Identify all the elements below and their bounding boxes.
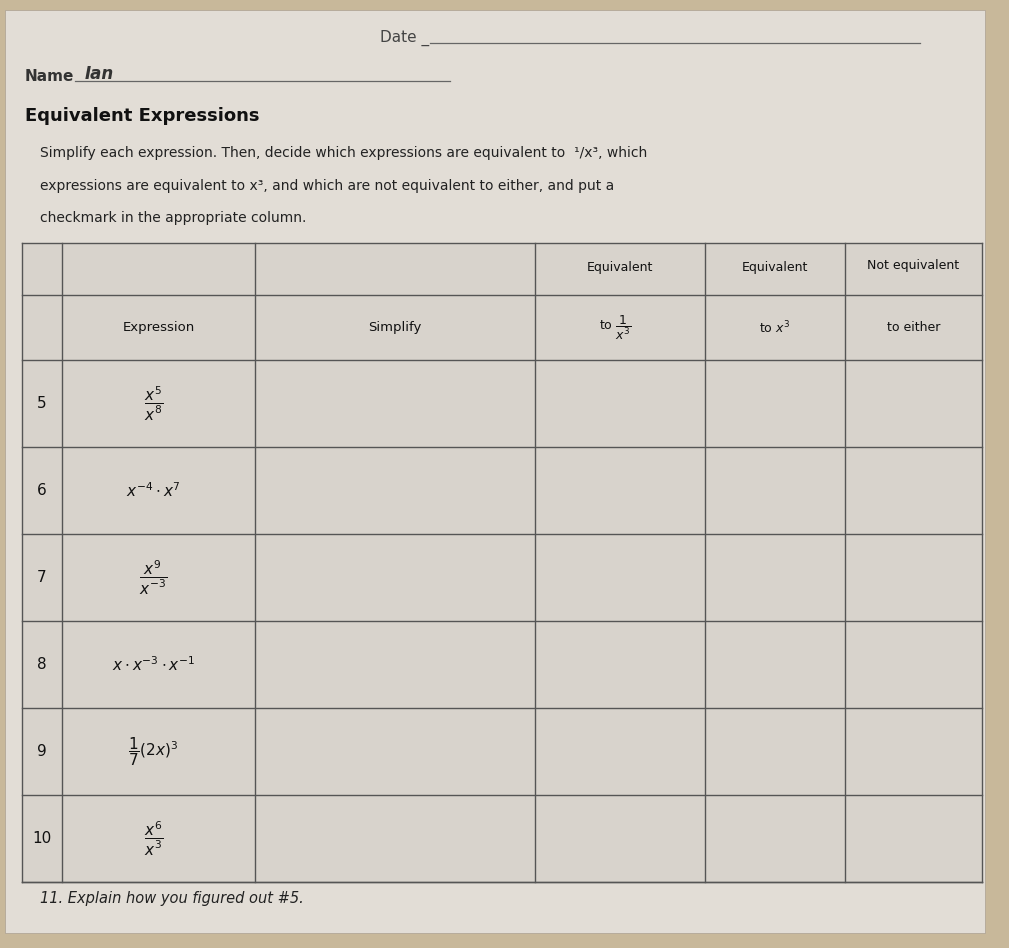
Text: 7: 7 (37, 570, 46, 585)
Text: Equivalent Expressions: Equivalent Expressions (25, 107, 259, 125)
Text: Expression: Expression (122, 321, 195, 334)
Text: Name: Name (25, 68, 75, 83)
Text: Ian: Ian (85, 65, 114, 83)
Text: to $x^3$: to $x^3$ (760, 319, 791, 336)
FancyBboxPatch shape (22, 243, 982, 882)
Text: 8: 8 (37, 657, 46, 672)
Text: checkmark in the appropriate column.: checkmark in the appropriate column. (40, 211, 307, 225)
Text: Simplify: Simplify (368, 321, 422, 334)
Text: Simplify each expression. Then, decide which expressions are equivalent to  ¹/x³: Simplify each expression. Then, decide w… (40, 146, 647, 160)
Text: $\dfrac{x^6}{x^3}$: $\dfrac{x^6}{x^3}$ (144, 819, 163, 858)
Text: to $\dfrac{1}{x^3}$: to $\dfrac{1}{x^3}$ (598, 314, 632, 341)
Text: 5: 5 (37, 396, 46, 411)
Text: $\dfrac{1}{7}(2x)^3$: $\dfrac{1}{7}(2x)^3$ (128, 735, 179, 768)
Text: $x \cdot x^{-3} \cdot x^{-1}$: $x \cdot x^{-3} \cdot x^{-1}$ (112, 655, 195, 674)
Text: Equivalent: Equivalent (587, 261, 653, 274)
Text: $x^{-4} \cdot x^7$: $x^{-4} \cdot x^7$ (126, 482, 181, 500)
Text: $\dfrac{x^9}{x^{-3}}$: $\dfrac{x^9}{x^{-3}}$ (139, 558, 167, 596)
Text: Date _: Date _ (380, 30, 429, 46)
Text: $\dfrac{x^5}{x^8}$: $\dfrac{x^5}{x^8}$ (144, 384, 163, 423)
Text: 9: 9 (37, 744, 46, 759)
Text: Not equivalent: Not equivalent (868, 259, 960, 271)
Text: 6: 6 (37, 483, 46, 498)
Text: 11. Explain how you figured out #5.: 11. Explain how you figured out #5. (40, 890, 304, 905)
FancyBboxPatch shape (5, 10, 985, 933)
Text: Equivalent: Equivalent (742, 261, 808, 274)
Text: 10: 10 (32, 831, 51, 846)
Text: expressions are equivalent to x³, and which are not equivalent to either, and pu: expressions are equivalent to x³, and wh… (40, 179, 614, 193)
Text: to either: to either (887, 321, 940, 334)
